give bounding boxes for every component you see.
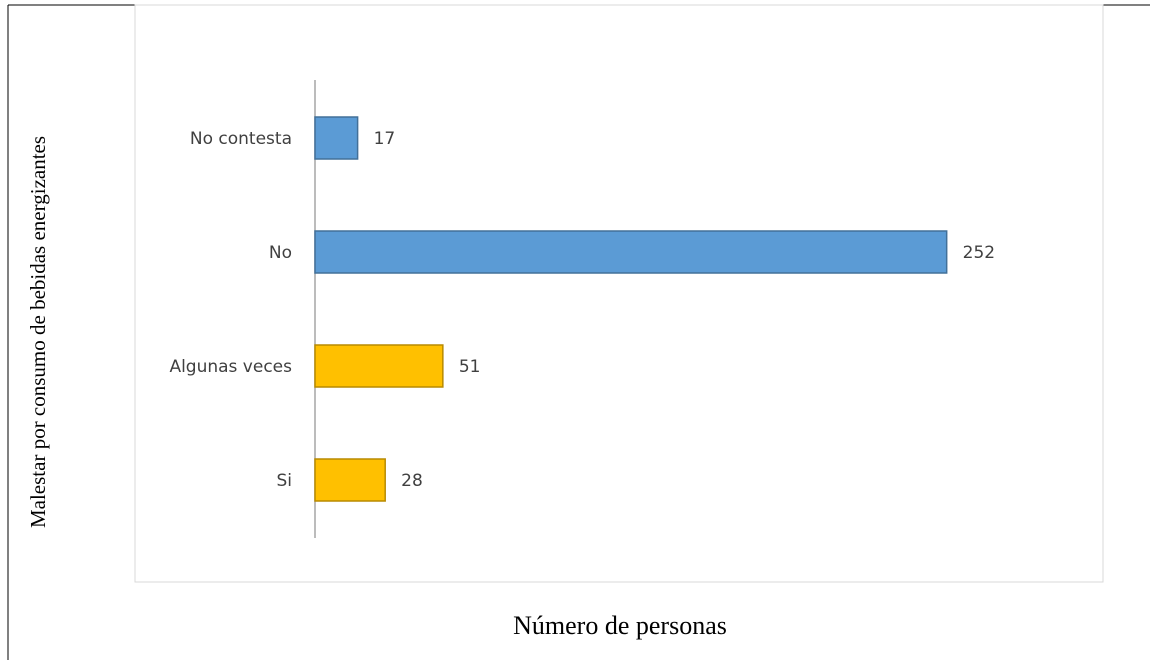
bar [314, 116, 359, 160]
y-axis-title: Malestar por consumo de bebidas energiza… [26, 136, 50, 528]
bar [314, 458, 386, 502]
data-label: 28 [401, 471, 423, 491]
y-tick-label: Si [276, 471, 292, 491]
y-tick-label: No contesta [190, 129, 292, 149]
x-axis-title: Número de personas [513, 611, 727, 640]
y-tick-label: Algunas veces [169, 357, 292, 377]
data-label: 17 [374, 129, 396, 149]
bar [314, 344, 444, 388]
data-label: 252 [963, 243, 995, 263]
data-label: 51 [459, 357, 481, 377]
plot-frame [134, 4, 1104, 583]
y-tick-label: No [269, 243, 292, 263]
bar [314, 230, 948, 274]
